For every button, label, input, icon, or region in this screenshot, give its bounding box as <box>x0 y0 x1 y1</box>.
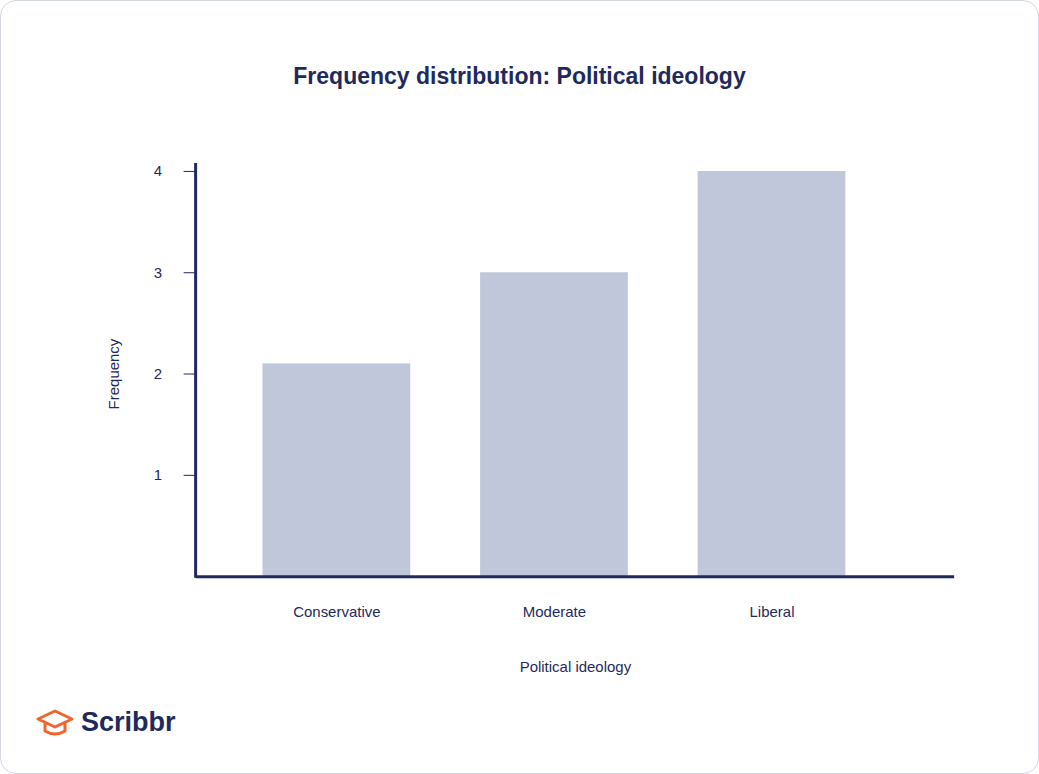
svg-text:1: 1 <box>154 466 162 483</box>
html-text:Frequency distribution: Politi: Frequency distribution: Political ideolo… <box>293 63 746 89</box>
svg-text:Moderate: Moderate <box>523 603 586 620</box>
svg-text:Political ideology: Political ideology <box>520 658 632 675</box>
html-text:Scribbr: Scribbr <box>81 707 176 737</box>
svg-text:3: 3 <box>154 264 162 281</box>
svg-text:Frequency: Frequency <box>105 338 122 409</box>
svg-text:Liberal: Liberal <box>750 603 795 620</box>
svg-text:Conservative: Conservative <box>293 603 380 620</box>
svg-text:2: 2 <box>154 365 162 382</box>
svg-text:4: 4 <box>154 162 162 179</box>
